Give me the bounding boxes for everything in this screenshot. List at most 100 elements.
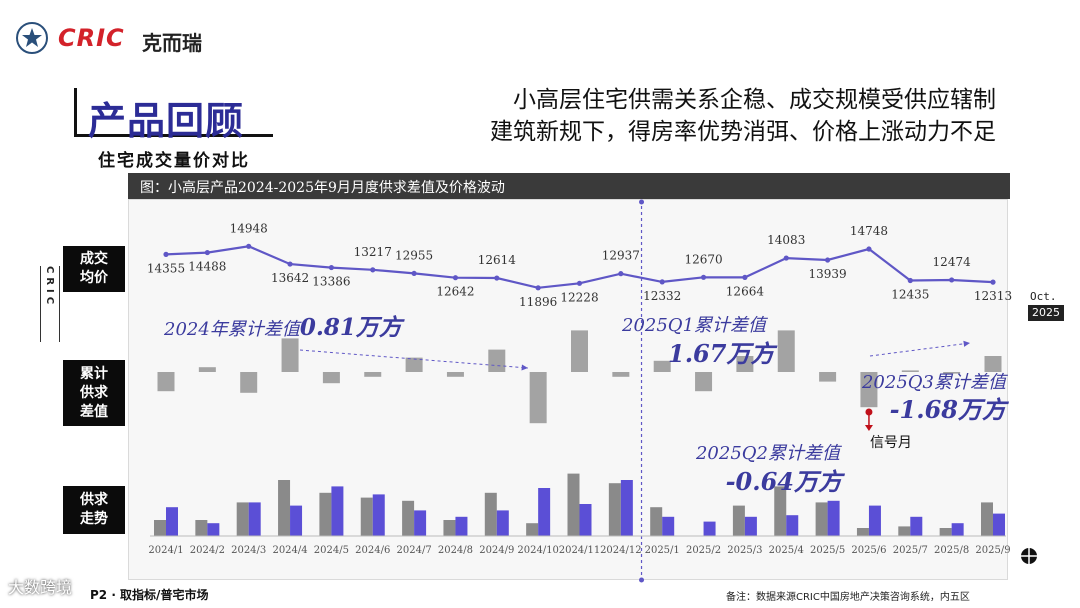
cumulative-gap-bar (529, 372, 547, 424)
page-subtitle: 住宅成交量价对比 (98, 151, 250, 171)
x-tick-label: 2025/9 (975, 545, 1010, 556)
x-tick-label: 2025/1 (645, 545, 680, 556)
price-point (783, 255, 789, 261)
x-tick-label: 2024/2 (190, 545, 225, 556)
price-data-label: 12642 (436, 285, 474, 299)
cric-logo-icon (16, 22, 48, 54)
annotation-q1-value: 1.67万方 (668, 339, 778, 368)
supply-bar (278, 480, 291, 536)
trend-arrow-2024-head (521, 364, 528, 371)
cumulative-gap-bar (446, 372, 464, 377)
footer-section-label: P2 · 取指标/普宅市场 (90, 588, 209, 602)
price-data-label: 13939 (809, 267, 847, 281)
cumulative-gap-bar (198, 367, 216, 372)
annotation-q3-label: 2025Q3累计差值 (861, 372, 1009, 393)
price-point (700, 274, 707, 280)
cumulative-gap-bar (860, 372, 878, 408)
supply-bar (939, 528, 952, 536)
transaction-bar (951, 523, 964, 536)
x-tick-label: 2025/3 (727, 545, 762, 556)
price-point (659, 279, 665, 285)
transaction-bar (662, 516, 675, 536)
brand-logo-text: CRIC (58, 24, 125, 52)
price-data-label: 14748 (850, 224, 888, 238)
price-point (163, 251, 169, 257)
brand-logo-cn: 克而瑞 (142, 31, 202, 55)
transaction-bar (414, 510, 427, 536)
supply-bar (608, 483, 621, 536)
cumulative-gap-bar (984, 356, 1002, 372)
trend-arrow-2024 (299, 349, 529, 369)
price-data-label: 13642 (271, 271, 309, 285)
transaction-bar (207, 523, 220, 536)
price-point (907, 277, 913, 284)
supply-bar (567, 473, 580, 536)
annotation-q1-label: 2025Q1累计差值 (621, 315, 769, 336)
cumulative-gap-bar (777, 330, 795, 372)
price-data-label: 12670 (684, 252, 722, 266)
cumulative-gap-bar (571, 330, 588, 372)
cumulative-gap-bar (695, 372, 713, 392)
x-tick-label: 2024/6 (355, 545, 390, 556)
star-icon (22, 28, 42, 47)
x-tick-label: 2024/3 (231, 545, 266, 556)
row-label-price: 成交 均价 (63, 246, 125, 292)
supply-bar (360, 497, 373, 536)
supply-bar (443, 520, 456, 536)
annotation-q3-value: -1.68万方 (890, 395, 1010, 424)
cumulative-gap-bar (405, 357, 423, 372)
x-tick-label: 2024/10 (517, 545, 559, 556)
supply-bar (319, 492, 332, 536)
signal-month-arrowhead (864, 425, 873, 431)
price-data-label: 12955 (395, 248, 433, 262)
price-point (949, 277, 955, 283)
trend-arrow-2025-head (963, 340, 970, 347)
supply-bar (195, 520, 208, 536)
trend-arrow-2025 (869, 342, 971, 357)
supply-bar (154, 520, 166, 536)
footer-source-note: 备注：数据来源CRIC中国房地产决策咨询系统，内五区 (726, 592, 970, 603)
supply-bar (981, 502, 993, 536)
chart-banner: 图：小高层产品2024-2025年9月月度供求差值及价格波动 (128, 173, 1010, 199)
price-point (576, 280, 583, 286)
crosshair-icon (1020, 547, 1038, 565)
cumulative-gap-bar (488, 349, 506, 372)
price-point (204, 249, 210, 256)
cumulative-gap-bar (653, 360, 671, 372)
page-title: 产品回顾 (88, 99, 245, 143)
transaction-bar (166, 507, 178, 536)
cumulative-gap-bar (157, 372, 175, 392)
price-point (246, 243, 252, 249)
price-data-label: 12313 (974, 289, 1012, 303)
transaction-bar (248, 502, 261, 536)
x-tick-label: 2025/7 (893, 545, 928, 556)
x-tick-label: 2024/1 (148, 545, 183, 556)
row-label-supply: 供求 走势 (63, 486, 125, 534)
supply-bar (236, 502, 249, 536)
supply-bar (484, 492, 497, 536)
transaction-bar (868, 505, 881, 536)
row-label-cumulative: 累计 供求 差值 (63, 360, 125, 426)
x-tick-label: 2025/4 (769, 545, 804, 556)
price-point (866, 246, 872, 252)
price-data-label: 12937 (602, 249, 640, 263)
transaction-bar (993, 513, 1005, 536)
price-point (990, 279, 996, 285)
price-data-label: 14355 (147, 261, 185, 275)
annotation-2024: 2024年累计差值0.81万方 (163, 314, 405, 341)
transaction-bar (786, 515, 799, 536)
transaction-bar (910, 516, 923, 536)
price-data-label: 12332 (643, 289, 681, 303)
price-data-label: 12474 (933, 255, 972, 269)
transaction-bar (703, 521, 716, 536)
annotation-q2-value: -0.64万方 (726, 467, 846, 496)
price-data-label: 12435 (891, 287, 929, 301)
cumulative-gap-bar (322, 372, 340, 384)
cumulative-gap-bar (736, 356, 754, 372)
supply-bar (732, 505, 745, 536)
x-tick-label: 2024/5 (314, 545, 349, 556)
price-point (742, 274, 748, 280)
cumulative-gap-bar (364, 372, 382, 377)
transaction-bar (455, 516, 468, 536)
